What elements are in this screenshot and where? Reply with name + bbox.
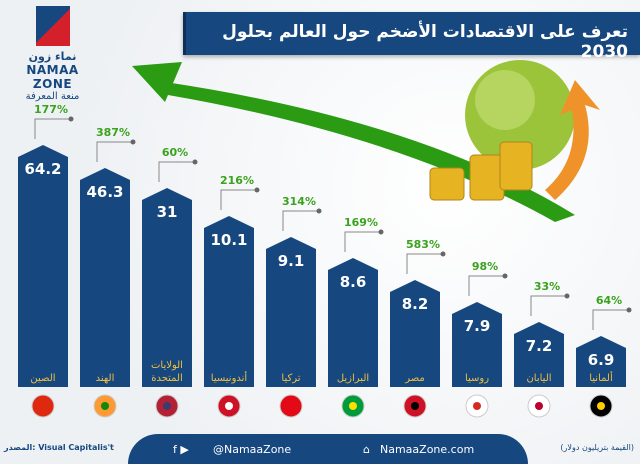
growth-label: 583% [406,238,440,251]
country-label: روسيا [465,373,489,384]
bar [204,216,254,387]
growth-dot [130,139,136,145]
growth-connector [406,253,443,274]
growth-label: 64% [596,294,622,307]
growth-arrow [132,62,575,222]
bar-value-label: 64.2 [24,160,61,178]
bar-value-label: 7.2 [526,337,553,355]
country-label: تركيا [281,373,300,384]
country-label: الهند [96,373,115,384]
footer-bar: f ▶ @NamaaZone ⌂ NamaaZone.com [128,434,528,464]
bar-value-label: 9.1 [278,252,305,270]
turkey-flag-detail-icon [287,402,295,410]
growth-connector [468,275,505,296]
china-flag-detail-icon [39,402,47,410]
russia-flag-detail-icon [473,402,481,410]
bar [390,280,440,387]
bar-value-label: 6.9 [588,351,615,369]
country-label: اليابان [526,373,551,384]
logo-english-name: NAMAA ZONE [26,63,79,91]
globe-coins-illustration [429,60,600,201]
country-label: أندونيسيا [211,371,248,384]
page-title: تعرف على الاقتصادات الأضخم حول العالم بح… [183,12,640,62]
country-label: الولايات [151,360,183,371]
country-label: مصر [404,373,425,384]
bar [328,258,378,387]
india-flag-detail-icon [101,402,109,410]
growth-dot [440,251,446,257]
bar-value-label: 46.3 [86,183,123,201]
bar-value-label: 31 [157,203,178,221]
growth-connector [344,231,381,252]
bar-value-label: 8.6 [340,273,367,291]
growth-dot [316,208,322,214]
bar-value-label: 7.9 [464,317,491,335]
country-label: ألمانيا [589,371,613,384]
brazil-flag-detail-icon [349,402,357,410]
country-label: المتحدة [151,373,183,384]
growth-dot [564,293,570,299]
growth-label: 314% [282,195,316,208]
home-icon: ⌂ [363,443,370,456]
footer: المصدر: Visual Capitalis't f ▶ @NamaaZon… [0,430,640,464]
bar [514,322,564,387]
logo-arabic-name: نماء زون [28,50,77,63]
country-label: الصين [30,373,55,384]
bar [266,237,316,387]
indonesia-flag-detail-icon [225,402,233,410]
growth-connector [158,161,195,182]
growth-connector [220,189,257,210]
growth-dot [502,273,508,279]
growth-label: 60% [162,146,188,159]
country-label: البرازيل [337,373,369,384]
growth-dot [68,116,74,122]
website-link[interactable]: NamaaZone.com [380,443,475,456]
bar-value-label: 8.2 [402,295,429,313]
bar [80,168,130,387]
growth-connector [592,309,629,330]
growth-dot [626,307,632,313]
bar [452,302,502,387]
growth-connector [34,118,71,139]
bar [576,336,626,387]
growth-label: 177% [34,103,68,116]
bar [18,145,68,387]
bar [142,188,192,387]
growth-dot [192,159,198,165]
bar-value-label: 10.1 [210,231,247,249]
growth-dot [378,229,384,235]
social-handle[interactable]: @NamaaZone [213,443,292,456]
growth-label: 216% [220,174,254,187]
logo-tagline: منعة المعرفة [25,91,80,102]
growth-connector [282,210,319,231]
japan-flag-detail-icon [535,402,543,410]
growth-label: 387% [96,126,130,139]
logo-mark-icon [35,6,70,46]
growth-label: 98% [472,260,498,273]
growth-label: 33% [534,280,560,293]
unit-note: (القيمة بتريليون دولار) [560,443,634,452]
growth-connector [96,141,133,162]
social-icons[interactable]: f ▶ [173,443,189,456]
growth-connector [530,295,567,316]
growth-label: 169% [344,216,378,229]
source-credit: المصدر: Visual Capitalis't [4,443,114,452]
egypt-flag-detail-icon [411,402,419,410]
germany-flag-detail-icon [597,402,605,410]
growth-dot [254,187,260,193]
usa-flag-detail-icon [163,402,171,410]
logo: نماء زون NAMAA ZONE منعة المعرفة [5,6,100,102]
